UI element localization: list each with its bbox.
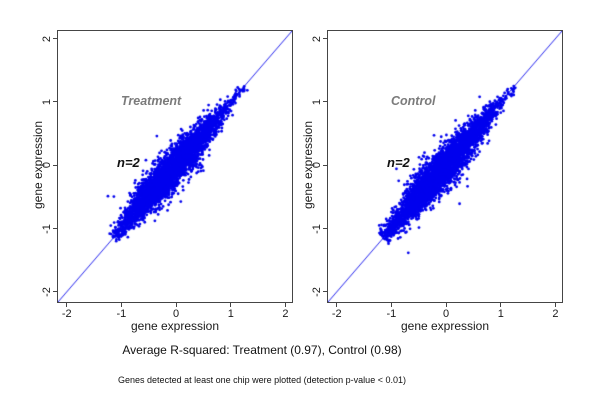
y-tick-mark — [53, 228, 57, 230]
y-tick-label: 2 — [41, 35, 53, 42]
replicate-count-annotation: n=2 — [387, 155, 410, 170]
x-tick-mark — [445, 303, 447, 307]
x-tick-mark — [284, 303, 286, 307]
y-tick-label: 1 — [311, 98, 323, 105]
x-tick-mark — [336, 303, 338, 307]
x-tick-mark — [554, 303, 556, 307]
y-tick-label: -2 — [311, 286, 323, 297]
x-tick-label: 2 — [552, 308, 559, 320]
x-tick-label: 0 — [443, 308, 450, 320]
treatment-panel: Treatment n=2 -2 -1 0 1 2 -2 -1 0 1 2 gene expre… — [31, 30, 293, 333]
y-tick-mark — [323, 228, 327, 230]
average-r-squared-caption: Average R-squared: Treatment (0.97), Con… — [122, 343, 402, 357]
panel-title-control: Control — [391, 94, 436, 108]
x-tick-label: 0 — [173, 308, 180, 320]
x-tick-label: -1 — [386, 308, 397, 320]
y-tick-mark — [53, 291, 57, 293]
x-tick-label: -2 — [61, 308, 72, 320]
y-tick-label: -2 — [41, 286, 53, 297]
y-tick-mark — [323, 291, 327, 293]
x-tick-mark — [175, 303, 177, 307]
y-tick-mark — [323, 38, 327, 40]
replicate-count-annotation: n=2 — [117, 155, 140, 170]
control-panel: Control n=2 -2 -1 0 1 2 -2 -1 0 1 2 gene express… — [301, 30, 563, 333]
treatment-scatter-canvas — [58, 31, 292, 302]
y-tick-mark — [53, 38, 57, 40]
y-tick-label: -1 — [311, 223, 323, 234]
detection-filter-note: Genes detected at least one chip were pl… — [118, 375, 406, 385]
y-tick-label: 2 — [311, 35, 323, 42]
x-tick-label: -1 — [116, 308, 127, 320]
y-tick-mark — [53, 164, 57, 166]
y-tick-label: -1 — [41, 223, 53, 234]
y-tick-mark — [323, 164, 327, 166]
x-tick-mark — [230, 303, 232, 307]
panel-title-treatment: Treatment — [121, 94, 182, 108]
y-tick-mark — [53, 101, 57, 103]
x-tick-label: -2 — [331, 308, 342, 320]
x-tick-mark — [120, 303, 122, 307]
y-tick-label: 1 — [41, 98, 53, 105]
x-tick-mark — [66, 303, 68, 307]
x-axis-label: gene expression — [400, 319, 490, 333]
x-tick-mark — [500, 303, 502, 307]
y-tick-mark — [323, 101, 327, 103]
x-axis-label: gene expression — [130, 319, 220, 333]
x-tick-label: 1 — [227, 308, 234, 320]
x-tick-label: 1 — [497, 308, 504, 320]
control-scatter-canvas — [328, 31, 562, 302]
x-tick-mark — [390, 303, 392, 307]
x-tick-label: 2 — [282, 308, 289, 320]
